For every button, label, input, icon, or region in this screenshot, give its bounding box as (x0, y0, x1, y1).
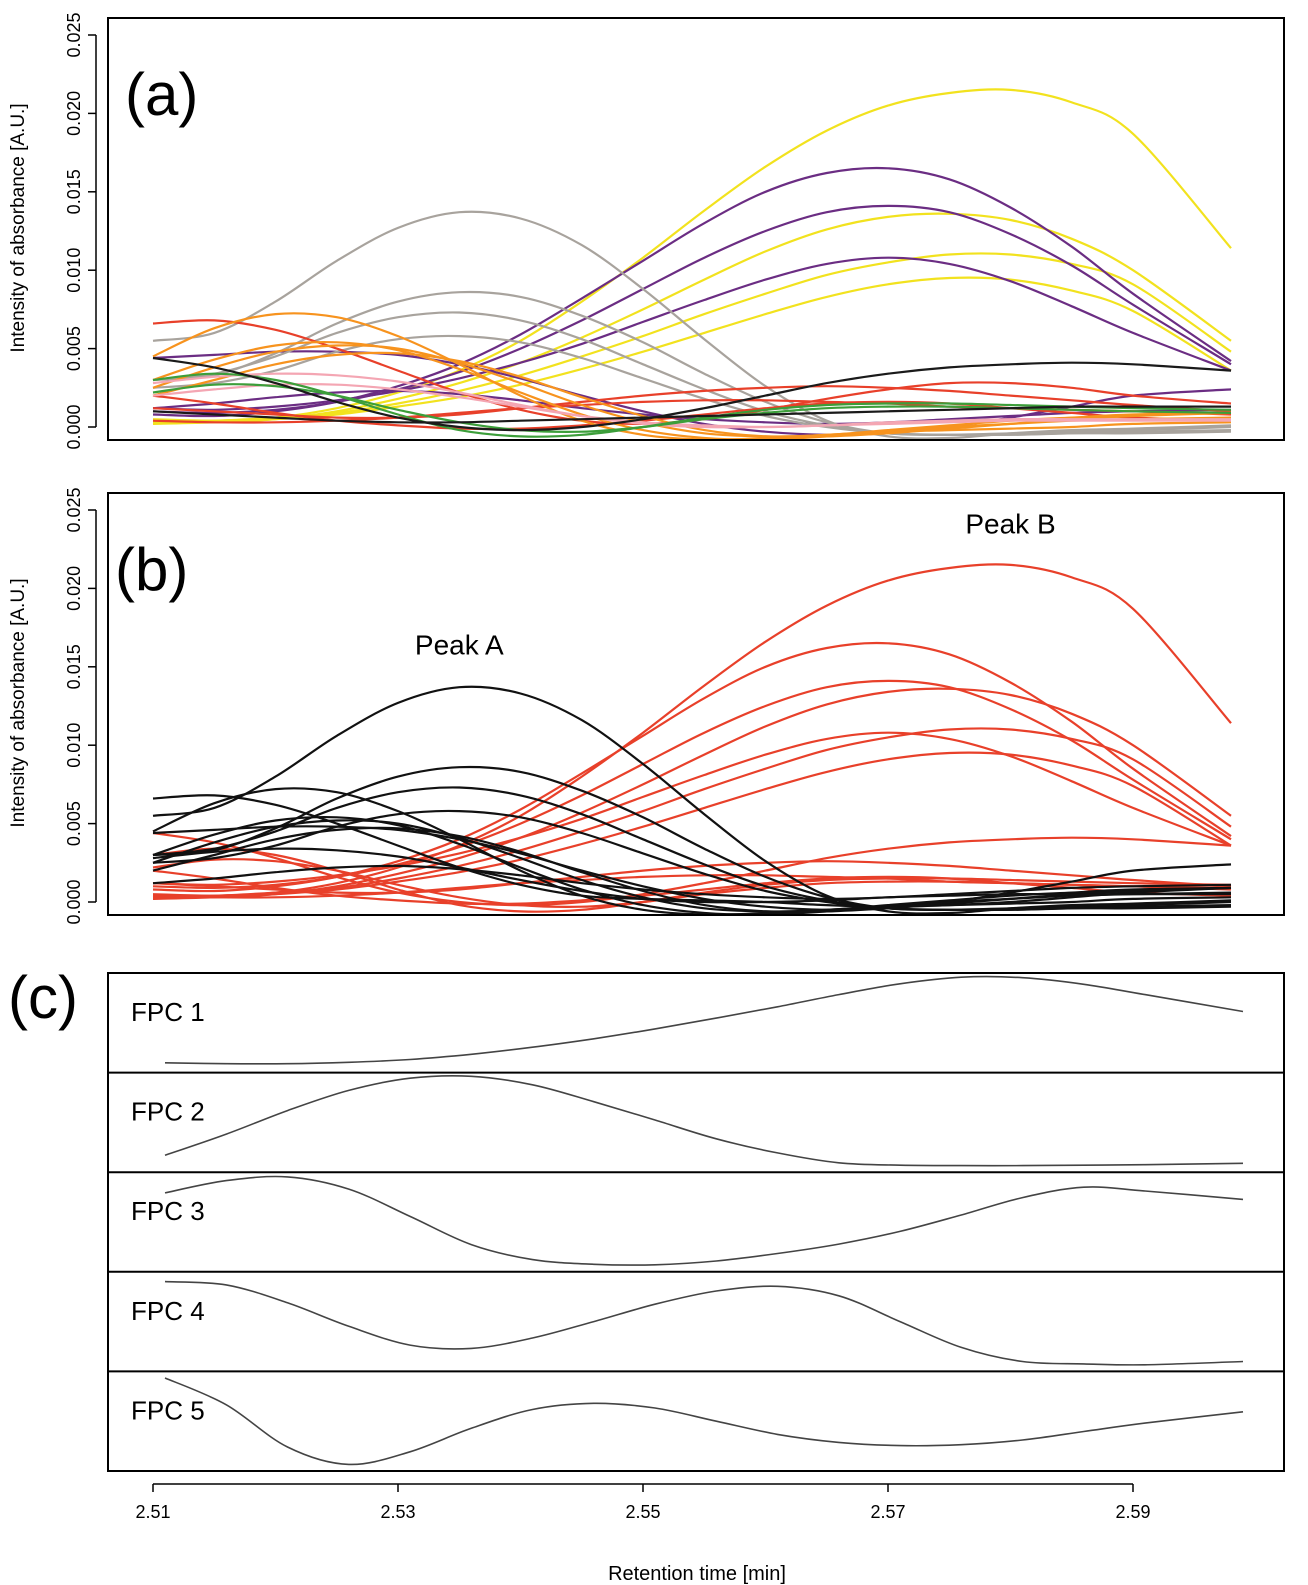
fpc-strip-2: FPC 2 (108, 1071, 1284, 1167)
series-line-peak-b-8 (152, 831, 1232, 907)
series-line-orange-1 (152, 312, 1232, 439)
panel-b-y-axis: 0.000 0.005 0.010 0.015 0.020 0.025 (64, 487, 97, 925)
x-tick-label: 2.53 (380, 1502, 415, 1522)
fpc-label: FPC 3 (131, 1196, 205, 1226)
fpc-strip-4: FPC 4 (108, 1270, 1284, 1366)
fpc-strips: FPC 1 FPC 2 FPC 3 FPC 4 FPC 5 (108, 975, 1284, 1466)
fpc-strip-5: FPC 5 (108, 1370, 1284, 1466)
fpc-strip-3: FPC 3 (108, 1171, 1284, 1266)
panel-c-x-axis: 2.51 2.53 2.55 2.57 2.59 (135, 1483, 1151, 1522)
panel-c-label: (c) (8, 964, 78, 1031)
series-line-yellow-3 (152, 252, 1232, 423)
panel-b-label: (b) (115, 536, 188, 603)
series-line-peak-a-12 (152, 864, 1232, 901)
fpc-curve-5 (164, 1377, 1244, 1466)
x-tick-label: 2.55 (625, 1502, 660, 1522)
x-tick-label: 2.57 (870, 1502, 905, 1522)
series-line-black-2 (152, 405, 1231, 424)
peak-b-annotation: Peak B (965, 509, 1055, 540)
panel-a-lines (152, 88, 1232, 439)
y-tick-label: 0.025 (64, 12, 84, 57)
fpc-label: FPC 1 (131, 997, 205, 1027)
series-line-yellow-4 (152, 276, 1232, 425)
y-tick-label: 0.000 (64, 879, 84, 924)
series-line-peak-a-2 (152, 765, 1232, 911)
series-line-peak-b-4 (152, 687, 1232, 899)
y-tick-label: 0.005 (64, 326, 84, 371)
series-line-peak-a-4 (152, 809, 1232, 912)
fpc-label: FPC 2 (131, 1097, 205, 1127)
fpc-curve-2 (164, 1075, 1244, 1167)
fpc-strip-1: FPC 1 (131, 975, 1244, 1065)
series-line-pink-1 (152, 372, 1231, 429)
panel-a-label: (a) (125, 61, 198, 128)
y-tick-label: 0.010 (64, 723, 84, 768)
panel-b-frame (107, 492, 1285, 916)
x-tick-label: 2.59 (1115, 1502, 1150, 1522)
y-tick-label: 0.020 (64, 566, 84, 611)
fpc-curve-3 (164, 1175, 1244, 1266)
series-line-peak-a-9 (152, 826, 1232, 914)
fpc-curve-4 (164, 1280, 1244, 1366)
panel-b: 0.000 0.005 0.010 0.015 0.020 0.025 Intensity… (8, 487, 1285, 925)
panel-a: 0.000 0.005 0.010 0.015 0.020 0.025 Intensity… (8, 12, 1285, 450)
fpc-label: FPC 4 (131, 1296, 205, 1326)
panel-b-lines (152, 563, 1232, 914)
y-tick-label: 0.015 (64, 169, 84, 214)
y-tick-label: 0.020 (64, 91, 84, 136)
series-line-yellow-1 (152, 88, 1232, 422)
series-line-red-2 (152, 385, 1232, 420)
series-line-yellow-2 (152, 212, 1232, 424)
series-line-black-1 (152, 356, 1232, 432)
peak-a-annotation: Peak A (415, 629, 504, 660)
y-tick-label: 0.015 (64, 644, 84, 689)
series-line-peak-a-6 (152, 787, 1232, 914)
series-line-peak-b-7 (152, 751, 1232, 900)
y-tick-label: 0.010 (64, 248, 84, 293)
panel-a-y-axis: 0.000 0.005 0.010 0.015 0.020 0.025 (64, 12, 97, 450)
series-line-purple-1 (152, 166, 1232, 418)
series-line-peak-b-5 (152, 727, 1232, 898)
panel-c-frame (107, 972, 1285, 1472)
series-line-grey-4 (152, 334, 1232, 437)
y-tick-label: 0.005 (64, 801, 84, 846)
series-line-peak-b-1 (152, 563, 1232, 897)
series-line-peak-b-2 (152, 641, 1232, 893)
series-line-grey-2 (152, 290, 1232, 436)
panel-a-ylabel: Intensity of absorbance [A.U.] (8, 103, 29, 352)
y-tick-label: 0.000 (64, 404, 84, 449)
series-line-pink-2 (152, 383, 1231, 429)
panel-a-frame (107, 17, 1285, 441)
y-tick-label: 0.025 (64, 487, 84, 532)
x-axis-title: Retention time [min] (608, 1563, 786, 1585)
fpc-curve-1 (164, 975, 1244, 1065)
series-line-peak-b-6 (152, 731, 1232, 886)
series-line-purple-3 (152, 256, 1232, 411)
series-line-peak-a-10 (152, 847, 1231, 904)
x-tick-label: 2.51 (135, 1502, 170, 1522)
fpc-label: FPC 5 (131, 1395, 205, 1425)
panel-b-ylabel: Intensity of absorbance [A.U.] (8, 578, 29, 827)
